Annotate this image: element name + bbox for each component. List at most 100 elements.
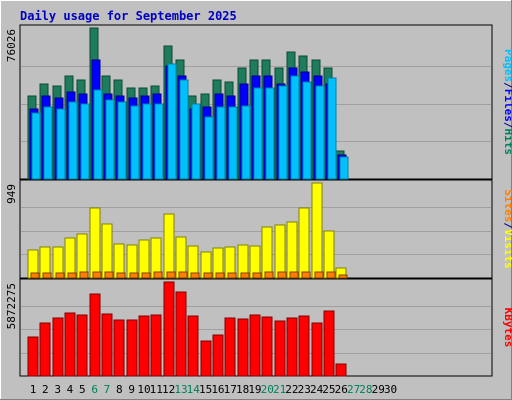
bar-sites-day-2 — [42, 272, 52, 279]
bar-sites-day-6 — [92, 271, 102, 279]
bar-kbytes-day-11 — [150, 314, 162, 377]
bar-kbytes-day-1 — [27, 336, 39, 377]
bar-kbytes-day-13 — [175, 291, 187, 377]
panel-hits-right-label-part-3: Files — [502, 89, 512, 122]
panel-visits-right-label: Sites/Visits — [502, 189, 512, 269]
bar-pages-day-26 — [339, 156, 349, 180]
bar-visits-day-7 — [101, 223, 113, 279]
panel-kbytes-right-label: KBytes — [502, 308, 512, 348]
bar-kbytes-day-10 — [138, 315, 150, 377]
bar-kbytes-day-8 — [113, 319, 125, 377]
bar-sites-day-26 — [338, 274, 348, 279]
x-tick-label-day-5: 5 — [79, 383, 86, 396]
bar-sites-day-22 — [289, 271, 299, 279]
bar-pages-day-5 — [80, 103, 90, 180]
x-tick-label-day-9: 9 — [128, 383, 135, 396]
bar-kbytes-day-16 — [212, 334, 224, 377]
bar-sites-day-23 — [301, 271, 311, 279]
x-tick-label-day-27: 27 — [347, 383, 360, 396]
bar-kbytes-day-22 — [286, 317, 298, 377]
bar-visits-day-10 — [138, 239, 150, 279]
bar-kbytes-day-6 — [89, 293, 101, 377]
x-axis: 1 2 3 4 5 6 7 8 9 10 11 12 13 14 15 16 17 18 19 20 21 22 23 24 2… — [30, 383, 398, 396]
bar-pages-day-8 — [117, 101, 127, 180]
x-tick-label-day-25: 25 — [322, 383, 335, 396]
x-tick-label-day-21: 21 — [273, 383, 286, 396]
bar-sites-day-12 — [166, 271, 176, 279]
bar-pages-day-11 — [154, 103, 164, 180]
x-tick-label-day-7: 7 — [104, 383, 111, 396]
x-tick-label-day-15: 15 — [199, 383, 212, 396]
bar-pages-day-15 — [204, 116, 214, 180]
panel-visits-ymax-label: 949 — [5, 184, 18, 204]
bar-kbytes-day-7 — [101, 313, 113, 377]
bar-sites-day-8 — [116, 272, 126, 279]
bar-kbytes-day-14 — [187, 315, 199, 377]
bar-visits-day-20 — [261, 226, 273, 279]
bar-kbytes-day-15 — [200, 340, 212, 377]
bar-sites-day-19 — [252, 272, 262, 279]
bar-visits-day-23 — [298, 207, 310, 279]
bar-sites-day-7 — [104, 271, 114, 279]
bar-kbytes-day-4 — [64, 312, 76, 377]
bar-pages-day-10 — [142, 103, 152, 180]
bar-pages-day-14 — [191, 103, 201, 180]
x-tick-label-day-26: 26 — [335, 383, 348, 396]
panel-hits-right-label: Pages/Files/Hits — [502, 49, 512, 155]
bar-kbytes-day-17 — [224, 317, 236, 377]
bar-kbytes-day-12 — [163, 281, 175, 377]
bar-kbytes-day-19 — [249, 314, 261, 377]
bar-sites-day-25 — [326, 271, 336, 279]
bar-kbytes-day-23 — [298, 315, 310, 377]
bar-visits-day-12 — [163, 213, 175, 279]
panel-hits-right-label-part-1: Pages — [502, 49, 512, 82]
bar-kbytes-day-18 — [237, 318, 249, 377]
x-tick-label-day-22: 22 — [285, 383, 298, 396]
bar-sites-day-3 — [55, 272, 65, 279]
x-tick-label-day-8: 8 — [116, 383, 123, 396]
bar-pages-day-23 — [302, 81, 312, 180]
bar-visits-day-22 — [286, 221, 298, 279]
bar-pages-day-22 — [290, 75, 300, 180]
bar-kbytes-day-24 — [311, 322, 323, 377]
bar-sites-day-14 — [190, 272, 200, 279]
bar-sites-day-17 — [227, 272, 237, 279]
panel-hits-right-label-part-5: Hits — [502, 129, 512, 156]
panel-visits-right-label-part-3: Visits — [502, 229, 512, 269]
bar-pages-day-1 — [31, 112, 41, 180]
x-tick-label-day-23: 23 — [298, 383, 311, 396]
bar-pages-day-13 — [179, 79, 189, 180]
bar-sites-day-24 — [314, 271, 324, 279]
bar-pages-day-25 — [327, 77, 337, 180]
x-tick-label-day-19: 19 — [248, 383, 261, 396]
bar-kbytes-day-9 — [126, 319, 138, 377]
bar-pages-day-6 — [93, 89, 103, 180]
bar-kbytes-day-2 — [39, 322, 51, 377]
x-tick-label-day-24: 24 — [310, 383, 324, 396]
x-tick-label-day-28: 28 — [359, 383, 372, 396]
bar-sites-day-1 — [30, 272, 40, 279]
x-tick-label-day-16: 16 — [211, 383, 224, 396]
panel-kbytes-ymax-label: 5872275 — [5, 283, 18, 329]
x-tick-label-day-6: 6 — [91, 383, 98, 396]
bar-kbytes-day-3 — [52, 317, 64, 377]
bar-kbytes-day-20 — [261, 316, 273, 377]
bar-visits-day-4 — [64, 237, 76, 279]
bar-pages-day-16 — [216, 106, 226, 180]
bar-sites-day-15 — [203, 272, 213, 279]
x-tick-label-day-20: 20 — [261, 383, 274, 396]
panel-hits-ymax-label: 76026 — [5, 29, 18, 62]
bar-pages-day-3 — [56, 108, 66, 180]
chart-title: Daily usage for September 2025 — [20, 9, 237, 23]
x-tick-label-day-12: 12 — [162, 383, 175, 396]
bar-sites-day-20 — [264, 271, 274, 279]
bar-kbytes-day-26 — [335, 363, 347, 377]
chart-panels: 76026 Pages/Files/Hits 949 Sites/Visits 5872… — [5, 24, 512, 377]
x-tick-label-day-14: 14 — [187, 383, 201, 396]
bar-pages-day-7 — [105, 99, 115, 180]
panel-visits-right-label-part-1: Sites — [502, 189, 512, 222]
bar-sites-day-13 — [178, 271, 188, 279]
x-tick-label-day-11: 11 — [150, 383, 163, 396]
bar-pages-day-12 — [167, 63, 177, 180]
